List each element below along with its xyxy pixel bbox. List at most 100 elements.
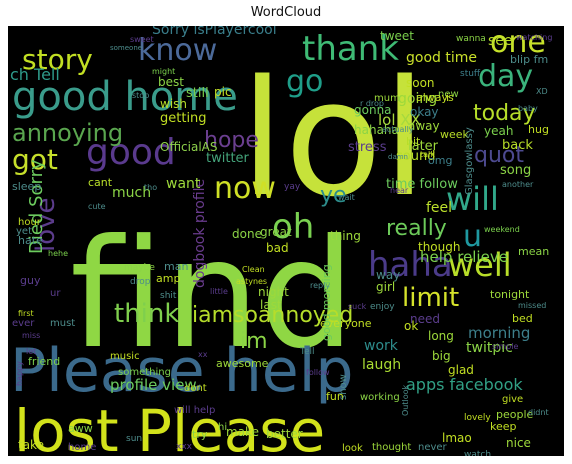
word-didnt: didnt (528, 408, 549, 417)
word-sorry-isplayercool: Sorry isPlayercool (152, 26, 277, 38)
word-find: find (70, 208, 355, 382)
word-song: song (500, 163, 531, 178)
word-much: much (112, 185, 151, 201)
word-sweet: sweet (130, 35, 154, 44)
word-cute: cute (88, 202, 106, 211)
word-must: must (50, 318, 75, 329)
word-day: day (478, 59, 533, 94)
word-give: give (502, 394, 523, 405)
word-apps-facebook: apps facebook (406, 375, 523, 394)
word-well: well (448, 246, 512, 284)
word-never: never (418, 442, 448, 453)
word-time-follow: time follow (386, 177, 458, 192)
word-miss: miss (22, 331, 40, 340)
word-good-home: good home (12, 74, 238, 120)
word-xxx: xxx (176, 442, 193, 452)
word-long: long (428, 329, 454, 343)
word-might: might (152, 67, 175, 76)
word-hahaha: hahaha (354, 123, 399, 137)
word-know: know (138, 33, 217, 68)
word-see: see (488, 33, 513, 49)
word-last: last (260, 298, 282, 312)
word-feel: feel (426, 200, 452, 216)
word-laugh: laugh (362, 357, 401, 373)
word-think: think (114, 299, 179, 329)
word-wait: wait (338, 193, 355, 202)
word-lol: lol (240, 45, 427, 232)
word-shit: shit (160, 291, 177, 301)
word-ch-tell: ch Tell (10, 65, 60, 84)
word-show: show (338, 374, 349, 400)
word-week: week (440, 128, 470, 141)
word-fun: fun (326, 390, 344, 403)
word-ever: ever (12, 318, 35, 329)
word-talk: talk (420, 150, 435, 159)
word-hour: hour (18, 217, 42, 228)
word-will-help: will help (174, 405, 215, 416)
word-yeah: yeah (484, 124, 513, 138)
word-help-relieve: help relieve (420, 248, 508, 266)
word-people: people (496, 408, 534, 421)
word-mean: mean (518, 245, 549, 258)
word-need: need (410, 312, 440, 326)
word-clean: Clean (242, 265, 265, 274)
word-dogbook-profile: dogbook profile (192, 179, 208, 288)
word-another: another (502, 180, 534, 189)
word-tho: tho (144, 183, 157, 192)
word-blip-fm: blip fm (510, 53, 548, 66)
word-thought: thought (372, 442, 411, 453)
word-im: im (240, 329, 268, 354)
word-limit: limit (402, 283, 459, 313)
word-gonna: gonna (354, 103, 392, 117)
word-hear: hear (390, 186, 409, 195)
word-sleep: sleep (12, 180, 41, 193)
word-take: take (18, 438, 44, 452)
word-hi: hi (218, 422, 227, 433)
word-try: try (192, 428, 208, 441)
chart-title: WordCloud (250, 5, 322, 20)
word-dont: dont (184, 383, 207, 394)
word-today: today (473, 101, 536, 126)
word-xx: xx (198, 350, 208, 359)
word-bit: bit (406, 135, 421, 148)
word-twitter: twitter (206, 151, 250, 166)
word-bed: bed (512, 312, 533, 325)
word-guy: guy (20, 274, 41, 287)
word-big: big (432, 349, 451, 363)
word-hehe: hehe (48, 249, 68, 258)
word-man: man (164, 260, 188, 273)
word-make: make (226, 425, 259, 439)
word-love: love (31, 197, 61, 252)
word-profile-view: profile view (110, 376, 197, 394)
word-everyone: everyone (320, 317, 372, 330)
word-though: though (418, 240, 460, 254)
word-baby: baby (518, 104, 538, 113)
word-drop: drop (130, 277, 151, 287)
word-little: little (210, 287, 228, 296)
word-got: got (12, 143, 58, 176)
word-away: away (408, 119, 440, 133)
word-died-sorry: Died Sorry (26, 159, 47, 254)
word-tell: Tell (299, 347, 315, 357)
word-tweet: tweet (380, 29, 414, 43)
word-twitpic: twitpic (466, 340, 513, 356)
word-tonight: tonight (490, 288, 530, 301)
word-actually: actually (382, 125, 414, 134)
word-lmao: lmao (442, 431, 472, 445)
word-i: i (446, 91, 449, 104)
word-ok: ok (404, 319, 418, 333)
word-yet: yet (16, 226, 32, 237)
word-ye: ye (320, 183, 347, 208)
word-good: good (86, 132, 176, 173)
word-suck: suck (348, 302, 367, 311)
word-missed: missed (518, 301, 546, 310)
word-haha: haha (368, 245, 453, 285)
word-work: work (364, 338, 399, 354)
word-pic: pic (214, 85, 232, 99)
word-omg: omg (428, 154, 452, 167)
word-reply: reply (310, 281, 330, 290)
word-happy: happy (15, 361, 24, 386)
word-follow: follow (306, 368, 330, 377)
word-now: now (214, 171, 276, 206)
word-xd: XD (536, 87, 548, 96)
